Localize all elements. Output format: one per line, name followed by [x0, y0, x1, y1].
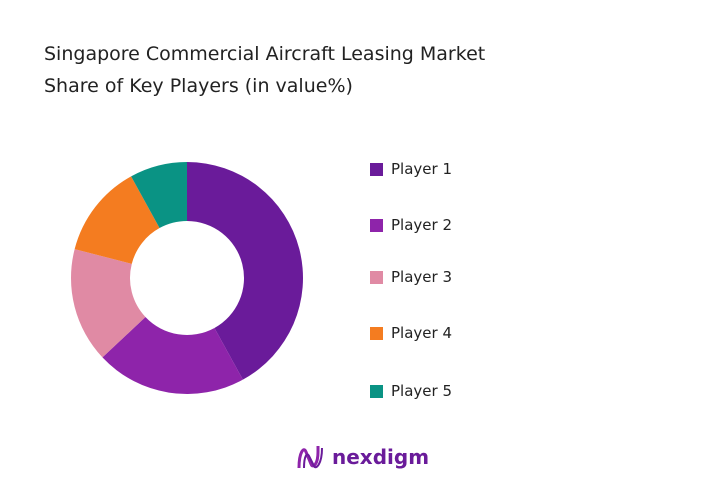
legend-label: Player 5 — [391, 382, 452, 400]
legend-label: Player 4 — [391, 324, 452, 342]
donut-slice-4 — [74, 176, 160, 264]
legend-item-1: Player 1 — [370, 160, 452, 178]
donut-slice-2 — [102, 317, 243, 395]
logo-text: nexdigm — [332, 445, 430, 469]
nexdigm-logo-icon — [297, 446, 323, 469]
legend-label: Player 3 — [391, 268, 452, 286]
donut-slice-5 — [131, 162, 187, 229]
legend-swatch — [370, 326, 383, 340]
legend-item-5: Player 5 — [370, 382, 452, 400]
chart-title-line-1: Singapore Commercial Aircraft Leasing Ma… — [44, 43, 486, 65]
donut-slice-1 — [187, 162, 303, 380]
legend-swatch — [370, 218, 383, 232]
legend-swatch — [370, 384, 383, 398]
legend-swatch — [370, 162, 383, 176]
legend-label: Player 2 — [391, 216, 452, 234]
legend-item-2: Player 2 — [370, 216, 452, 234]
donut-slice-3 — [71, 249, 146, 358]
legend-swatch — [370, 270, 383, 284]
nexdigm-logo: nexdigm — [296, 442, 429, 472]
chart-title-line-2: Share of Key Players (in value%) — [44, 75, 353, 97]
legend-item-3: Player 3 — [370, 268, 452, 286]
chart-title: Singapore Commercial Aircraft Leasing Ma… — [44, 38, 485, 102]
legend-label: Player 1 — [391, 160, 452, 178]
legend-item-4: Player 4 — [370, 324, 452, 342]
